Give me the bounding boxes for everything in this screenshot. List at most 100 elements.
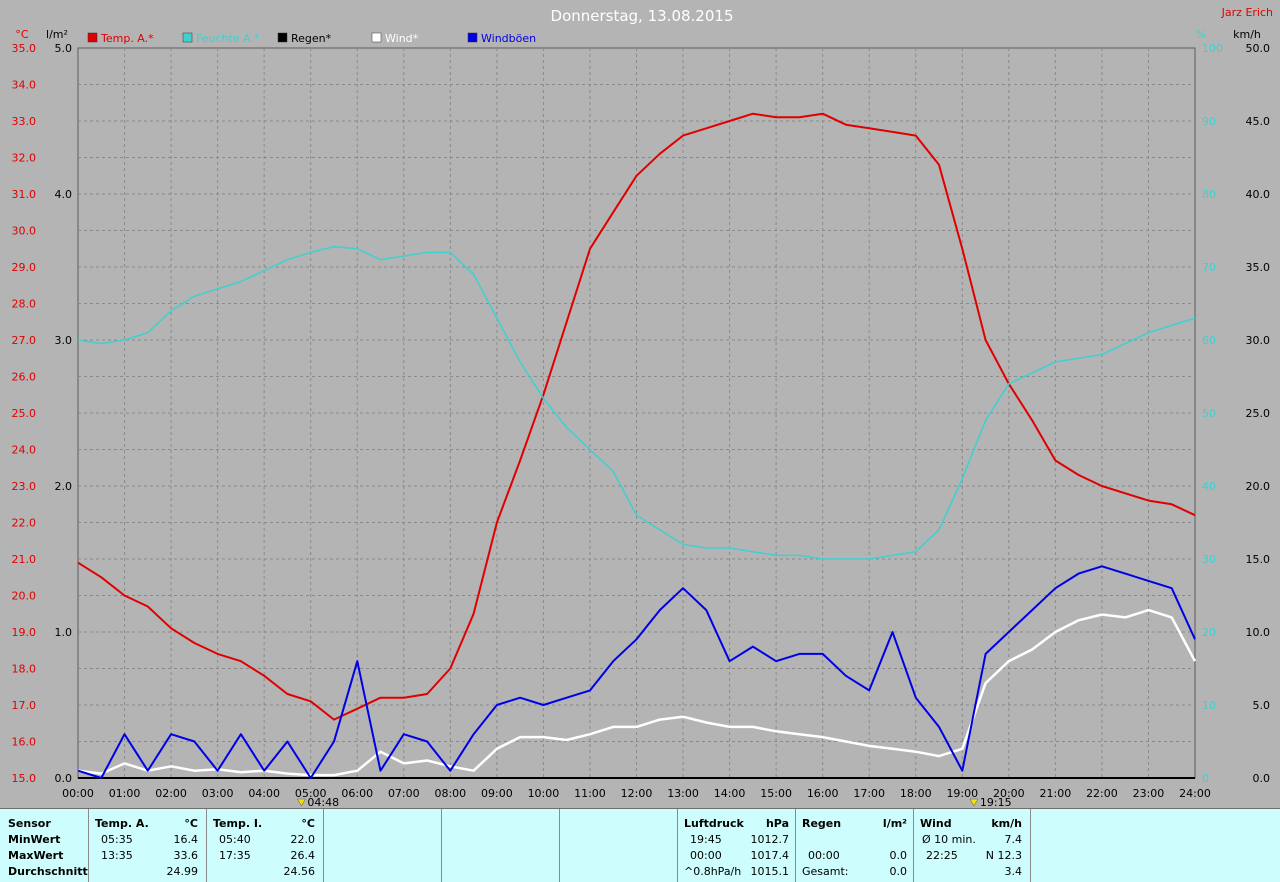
rain-tick-label: 1.0 bbox=[55, 626, 73, 639]
min-row-label: MinWert bbox=[8, 833, 61, 846]
rain-header: Regen bbox=[802, 817, 842, 830]
hour-tick-label: 23:00 bbox=[1133, 787, 1165, 800]
wind-tick-label: 40.0 bbox=[1246, 188, 1271, 201]
temp-tick-label: 18.0 bbox=[12, 663, 37, 676]
temp-tick-label: 31.0 bbox=[12, 188, 37, 201]
pressure-avg-value: 1015.1 bbox=[750, 865, 790, 878]
rain-tick-label: 5.0 bbox=[55, 42, 73, 55]
temp-outside-max-time: 13:35 bbox=[101, 849, 133, 862]
wind-tick-label: 35.0 bbox=[1246, 261, 1271, 274]
grid bbox=[77, 47, 1196, 779]
max-row-label: MaxWert bbox=[8, 849, 64, 862]
hour-tick-label: 05:00 bbox=[295, 787, 327, 800]
sensor-section: Sensor MinWert MaxWert Durchschnitt bbox=[0, 809, 89, 882]
rain-section: Regen l/m² 00:00 0.0 Gesamt: 0.0 bbox=[796, 809, 914, 882]
temp-tick-label: 26.0 bbox=[12, 371, 37, 384]
sun-markers: 04:48 19:15 bbox=[296, 796, 1012, 808]
hour-tick-label: 03:00 bbox=[202, 787, 234, 800]
wind-mean-value: 3.4 bbox=[1004, 865, 1023, 878]
temp-tick-label: 35.0 bbox=[12, 42, 37, 55]
humidity-tick-label: 80 bbox=[1202, 188, 1216, 201]
series-line-1 bbox=[77, 245, 1196, 560]
temp-inside-avg-value: 24.56 bbox=[283, 865, 316, 878]
temp-tick-label: 33.0 bbox=[12, 115, 37, 128]
sunrise-label: 04:48 bbox=[307, 796, 339, 808]
legend-swatch bbox=[182, 32, 193, 43]
wind-unit: km/h bbox=[991, 817, 1022, 830]
pressure-min-time: 19:45 bbox=[690, 833, 722, 846]
temp-unit-label: °C bbox=[15, 28, 29, 41]
temp-outside-max-value: 33.6 bbox=[173, 849, 199, 862]
series-lines bbox=[77, 112, 1197, 779]
rain-max-value: 0.0 bbox=[889, 849, 908, 862]
wind-tick-label: 50.0 bbox=[1246, 42, 1271, 55]
wind-tick-label: 0.0 bbox=[1253, 772, 1271, 785]
temp-inside-section: Temp. I. °C 05:40 22.0 17:35 26.4 24.56 bbox=[207, 809, 324, 882]
wind-tick-label: 30.0 bbox=[1246, 334, 1271, 347]
temp-outside-min-value: 16.4 bbox=[173, 833, 199, 846]
temp-inside-min-time: 05:40 bbox=[219, 833, 251, 846]
empty-section-2 bbox=[442, 809, 560, 882]
temp-tick-label: 16.0 bbox=[12, 736, 37, 749]
hour-tick-label: 11:00 bbox=[574, 787, 606, 800]
legend-swatch bbox=[371, 32, 382, 43]
temp-tick-label: 29.0 bbox=[12, 261, 37, 274]
rain-total-label: Gesamt: bbox=[802, 865, 849, 878]
temp-tick-label: 21.0 bbox=[12, 553, 37, 566]
temp-tick-label: 22.0 bbox=[12, 517, 37, 530]
humidity-tick-label: 90 bbox=[1202, 115, 1216, 128]
sensor-header: Sensor bbox=[8, 817, 51, 830]
pressure-max-value: 1017.4 bbox=[750, 849, 790, 862]
temp-tick-label: 20.0 bbox=[12, 590, 37, 603]
wind-tick-label: 25.0 bbox=[1246, 407, 1271, 420]
hour-tick-label: 20:00 bbox=[993, 787, 1025, 800]
pressure-section: Luftdruck hPa 19:45 1012.7 00:00 1017.4 … bbox=[678, 809, 796, 882]
pressure-max-time: 00:00 bbox=[690, 849, 722, 862]
temp-outside-avg-value: 24.99 bbox=[166, 865, 199, 878]
hour-tick-label: 01:00 bbox=[109, 787, 141, 800]
humidity-unit-label: % bbox=[1196, 28, 1206, 41]
temp-tick-label: 23.0 bbox=[12, 480, 37, 493]
wind-max-time: 22:25 bbox=[926, 849, 958, 862]
wind-section: Wind km/h Ø 10 min. 7.4 22:25 N 12.3 3.4 bbox=[914, 809, 1031, 882]
sunset-label: 19:15 bbox=[980, 796, 1012, 808]
legend-swatch bbox=[87, 32, 98, 43]
hour-tick-label: 21:00 bbox=[1040, 787, 1072, 800]
hour-tick-label: 13:00 bbox=[667, 787, 699, 800]
hour-tick-label: 14:00 bbox=[714, 787, 746, 800]
rain-tick-label: 0.0 bbox=[55, 772, 73, 785]
temp-inside-header: Temp. I. bbox=[213, 817, 263, 830]
humidity-tick-label: 50 bbox=[1202, 407, 1216, 420]
legend-label: Windböen bbox=[481, 32, 536, 45]
rain-tick-label: 2.0 bbox=[55, 480, 73, 493]
temp-tick-label: 28.0 bbox=[12, 298, 37, 311]
axis-ticks: 35.0 34.0 33.0 32.0 31.0 30.0 29.0 28.0 27.0 26.0… bbox=[12, 42, 1271, 800]
hour-tick-label: 24:00 bbox=[1179, 787, 1211, 800]
temp-inside-max-value: 26.4 bbox=[290, 849, 316, 862]
hour-tick-label: 02:00 bbox=[155, 787, 187, 800]
legend-swatch bbox=[277, 32, 288, 43]
wind-header: Wind bbox=[920, 817, 952, 830]
temp-tick-label: 30.0 bbox=[12, 225, 37, 238]
legend-label: Temp. A.* bbox=[100, 32, 154, 45]
statistics-panel: Sensor MinWert MaxWert Durchschnitt Temp… bbox=[0, 808, 1280, 882]
rain-unit: l/m² bbox=[882, 817, 907, 830]
temp-outside-header: Temp. A. bbox=[95, 817, 149, 830]
humidity-tick-label: 60 bbox=[1202, 334, 1216, 347]
legend-label: Feuchte A.* bbox=[196, 32, 260, 45]
rain-total-value: 0.0 bbox=[889, 865, 908, 878]
empty-section-1 bbox=[324, 809, 442, 882]
empty-section-3 bbox=[560, 809, 678, 882]
hour-tick-label: 19:00 bbox=[946, 787, 978, 800]
wind-tick-label: 5.0 bbox=[1253, 699, 1271, 712]
wind-max-value: N 12.3 bbox=[985, 849, 1022, 862]
humidity-tick-label: 10 bbox=[1202, 699, 1216, 712]
hour-tick-label: 12:00 bbox=[621, 787, 653, 800]
temp-tick-label: 15.0 bbox=[12, 772, 37, 785]
hour-tick-label: 08:00 bbox=[434, 787, 466, 800]
hour-tick-label: 06:00 bbox=[341, 787, 373, 800]
humidity-tick-label: 0 bbox=[1202, 772, 1209, 785]
pressure-unit: hPa bbox=[765, 817, 789, 830]
hour-tick-label: 22:00 bbox=[1086, 787, 1118, 800]
pressure-min-value: 1012.7 bbox=[750, 833, 790, 846]
